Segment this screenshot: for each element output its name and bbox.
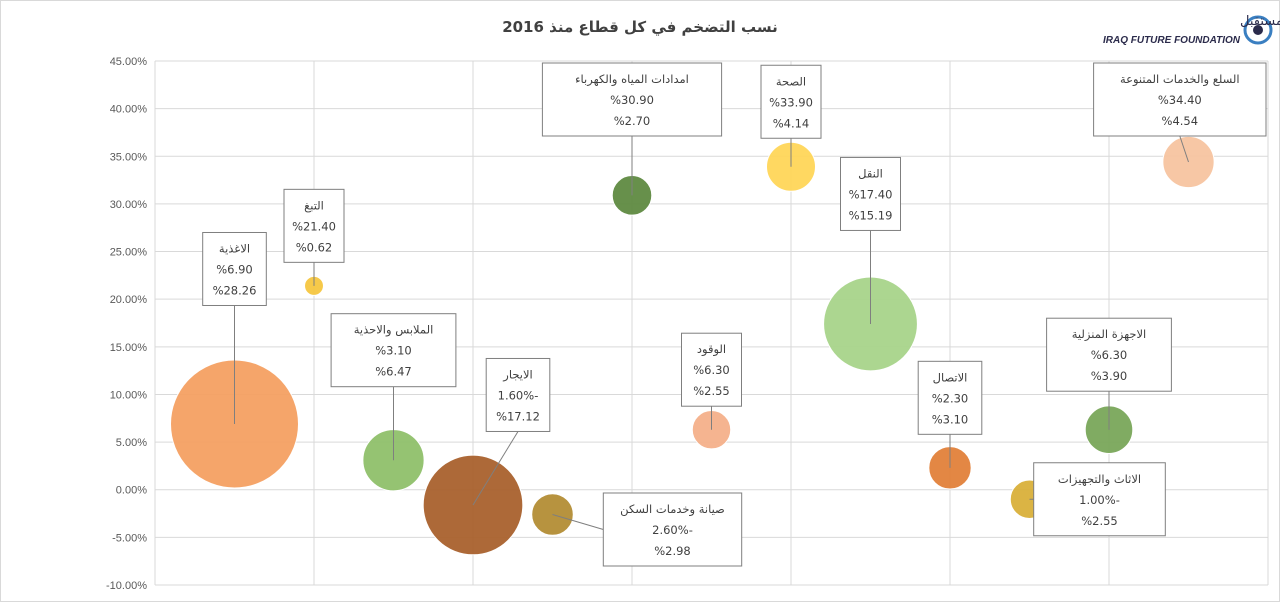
chart-title: نسب التضخم في كل قطاع منذ 2016	[502, 18, 778, 36]
logo-name-arabic: مؤسسة عراق المستقبل	[1240, 14, 1280, 29]
callout-line: %2.30	[932, 391, 969, 405]
callout-box	[917, 360, 983, 435]
callout-line: %0.62	[296, 240, 333, 254]
callout-box	[541, 62, 723, 137]
callout-line: %3.10	[375, 344, 412, 358]
callout-line: الاغذية	[219, 241, 250, 255]
callout-box	[840, 156, 901, 231]
y-tick-label: 15.00%	[110, 342, 148, 354]
y-tick-label: 25.00%	[110, 247, 148, 259]
callout-leader-line	[472, 431, 519, 506]
callout-box	[1033, 462, 1166, 537]
callout-leader-line	[552, 514, 604, 530]
callout-line: %4.54	[1162, 114, 1199, 128]
y-tick-label: 45.00%	[110, 56, 148, 68]
logo-emblem-icon	[1243, 15, 1273, 45]
y-tick-label: -5.00%	[112, 532, 147, 544]
logo: مؤسسة عراق المستقبل IRAQ FUTURE FOUNDATI…	[1103, 14, 1280, 46]
y-tick-label: -10.00%	[106, 580, 147, 592]
callout-line: %28.26	[213, 283, 257, 297]
callout-box	[330, 313, 457, 388]
callout-line: %34.40	[1158, 93, 1202, 107]
y-tick-label: 35.00%	[110, 151, 148, 163]
callout-line: %30.90	[610, 93, 654, 107]
callout-line: %6.30	[1091, 348, 1128, 362]
callout-line: النقل	[858, 166, 883, 180]
callout-line: الاثاث والتجهيزات	[1058, 472, 1141, 487]
callout-line: الصحة	[776, 74, 806, 88]
callout-line: -1.00%	[1079, 493, 1120, 507]
callout-line: -2.60%	[652, 523, 693, 537]
callout-line: %6.47	[375, 365, 412, 379]
y-axis-ticks: 45.00% 40.00% 35.00% 30.00% 25.00% 20.00% 15.0…	[106, 56, 147, 592]
callout-line: %2.98	[654, 544, 691, 558]
callout-box	[1046, 317, 1172, 392]
callout-box	[760, 64, 822, 139]
callout-line: -1.60%	[498, 388, 539, 402]
callout-box	[283, 188, 345, 263]
logo-name-english: IRAQ FUTURE FOUNDATION	[1103, 35, 1241, 46]
callout-line: الوقود	[697, 342, 726, 357]
callout-line: %6.90	[216, 262, 253, 276]
y-tick-label: 10.00%	[110, 389, 148, 401]
callout-line: الاجهزة المنزلية	[1072, 327, 1147, 342]
callout-leader-line	[1179, 135, 1189, 163]
bubble-4	[422, 454, 524, 556]
callout-line: %3.90	[1091, 369, 1128, 383]
callout-line: %21.40	[292, 219, 336, 233]
callout-line: %3.10	[932, 412, 969, 426]
callout-line: %17.40	[849, 187, 893, 201]
callout-line: السلع والخدمات المتنوعة	[1120, 72, 1240, 87]
callout-box	[1093, 62, 1267, 137]
callout-line: %2.70	[614, 114, 651, 128]
callout-line: صيانة وخدمات السكن	[620, 502, 725, 517]
callout-line: %15.19	[849, 208, 893, 222]
y-tick-label: 40.00%	[110, 104, 148, 116]
callouts: الاغذية %6.90 %28.26 التبغ %21.40 %0.62 الملاب…	[202, 62, 1267, 567]
callout-box	[602, 492, 743, 567]
callout-box	[202, 231, 267, 306]
y-tick-label: 0.00%	[116, 485, 147, 497]
y-tick-label: 30.00%	[110, 199, 148, 211]
callout-line: %6.30	[693, 363, 730, 377]
y-tick-label: 20.00%	[110, 294, 148, 306]
callout-box	[485, 357, 551, 432]
callout-line: الايجار	[502, 367, 532, 382]
callout-line: التبغ	[304, 198, 324, 212]
callout-line: الاتصال	[933, 370, 968, 384]
callout-line: %2.55	[693, 384, 730, 398]
callout-line: %2.55	[1081, 514, 1118, 528]
callout-line: %17.12	[496, 409, 540, 423]
callout-line: امدادات المياه والكهرباء	[575, 72, 689, 87]
callout-line: الملابس والاحذية	[354, 323, 434, 338]
callout-box	[681, 332, 742, 407]
callout-line: %33.90	[769, 95, 813, 109]
callout-line: %4.14	[773, 116, 810, 130]
y-tick-label: 5.00%	[116, 437, 147, 449]
logo-emblem-core-icon	[1253, 25, 1263, 35]
